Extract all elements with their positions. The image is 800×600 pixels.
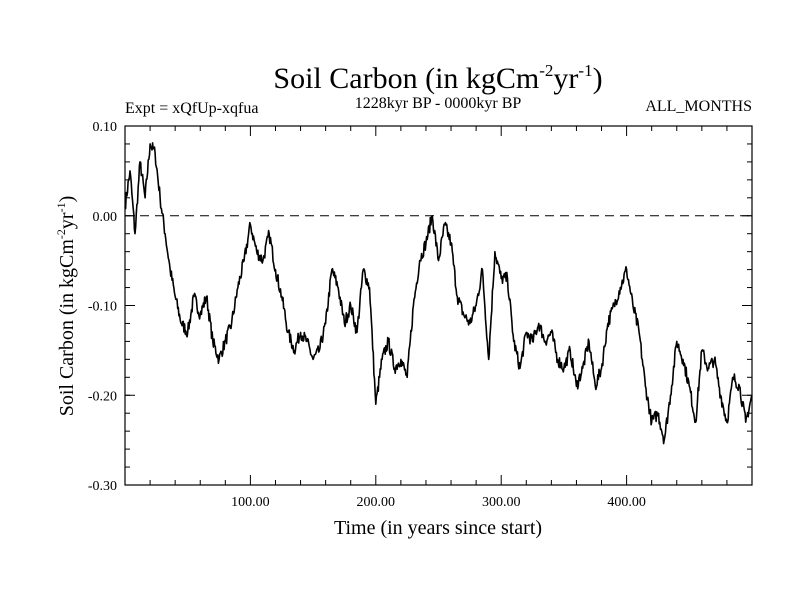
y-tick-label: -0.20 [88,389,117,404]
chart-title: Soil Carbon (in kgCm-2yr-1) [273,61,602,95]
axis-ticks [125,125,752,486]
y-tick-label: -0.10 [88,300,117,315]
x-tick-label: 400.00 [607,495,646,510]
months-label: ALL_MONTHS [645,98,752,115]
x-tick-label: 300.00 [482,495,521,510]
experiment-label: Expt = xQfUp-xqfua [125,100,258,117]
y-tick-label: 0.10 [93,120,118,135]
y-tick-label: -0.30 [88,479,117,494]
y-axis-label: Soil Carbon (in kgCm-2yr-1) [54,196,78,417]
x-axis-label: Time (in years since start) [334,517,542,539]
x-tick-label: 100.00 [231,495,270,510]
period-label: 1228kyr BP - 0000kyr BP [355,95,522,112]
y-tick-label: 0.00 [93,210,118,225]
soil-carbon-series-line [124,142,753,445]
tick-labels: 0.10 0.00 -0.10 -0.20 -0.30 100.00 200.00 300.0… [88,120,646,510]
x-tick-label: 200.00 [357,495,396,510]
